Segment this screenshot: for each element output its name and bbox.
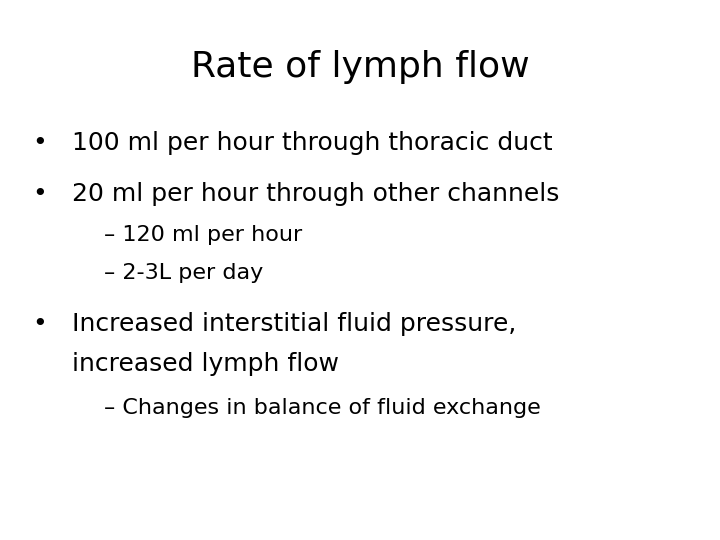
Text: 100 ml per hour through thoracic duct: 100 ml per hour through thoracic duct [72,131,553,155]
Text: •: • [32,312,47,336]
Text: 20 ml per hour through other channels: 20 ml per hour through other channels [72,183,559,206]
Text: •: • [32,131,47,155]
Text: Increased interstitial fluid pressure,: Increased interstitial fluid pressure, [72,312,516,336]
Text: – 2-3L per day: – 2-3L per day [104,262,264,283]
Text: increased lymph flow: increased lymph flow [72,353,339,376]
Text: – 120 ml per hour: – 120 ml per hour [104,225,302,245]
Text: – Changes in balance of fluid exchange: – Changes in balance of fluid exchange [104,397,541,418]
Text: •: • [32,183,47,206]
Text: Rate of lymph flow: Rate of lymph flow [191,51,529,84]
